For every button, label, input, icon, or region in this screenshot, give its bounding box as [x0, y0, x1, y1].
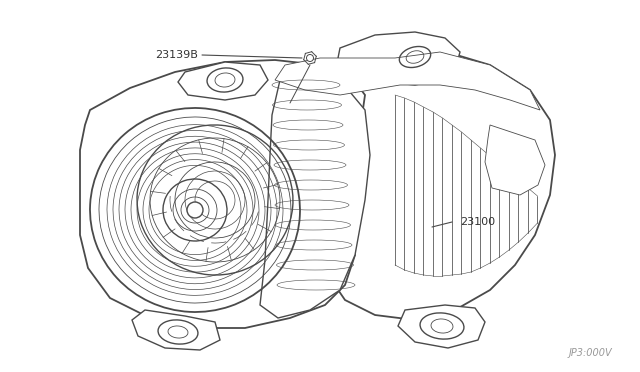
Polygon shape	[132, 310, 220, 350]
Circle shape	[307, 55, 314, 61]
Polygon shape	[275, 52, 540, 110]
Polygon shape	[330, 48, 555, 320]
Polygon shape	[338, 32, 460, 85]
Polygon shape	[80, 60, 365, 328]
Text: JP3:000V: JP3:000V	[568, 348, 612, 358]
Text: 23139B: 23139B	[155, 50, 198, 60]
Polygon shape	[178, 62, 268, 100]
Polygon shape	[398, 305, 485, 348]
Polygon shape	[260, 68, 370, 318]
Text: 23100: 23100	[460, 217, 495, 227]
Circle shape	[187, 202, 203, 218]
Polygon shape	[485, 125, 545, 195]
